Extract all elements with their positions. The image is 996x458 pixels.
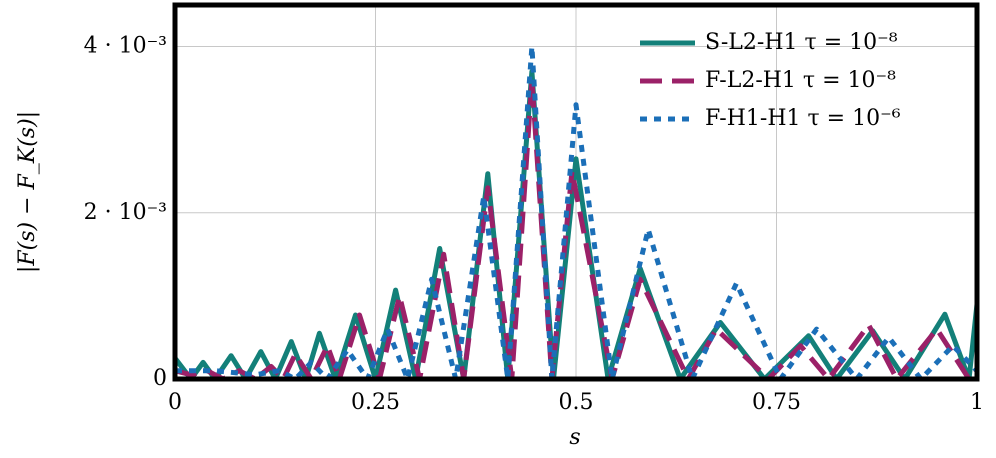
x-tick-label: 0.5 — [559, 390, 594, 415]
x-axis-label: s — [569, 425, 580, 450]
legend-label: S-L2-H1 τ = 10⁻⁸ — [705, 30, 898, 55]
plot-frame — [172, 2, 980, 382]
x-tick-label: 0.75 — [752, 390, 801, 415]
y-tick-label: 0 — [153, 366, 167, 391]
x-tick-label: 0.25 — [351, 390, 400, 415]
x-tick-label: 0 — [168, 390, 182, 415]
y-tick-label: 2 · 10⁻³ — [84, 200, 167, 225]
legend-label: F-L2-H1 τ = 10⁻⁸ — [705, 68, 896, 93]
y-tick-label: 4 · 10⁻³ — [84, 34, 167, 59]
y-axis-label: |F(s) − F_K(s)| — [15, 111, 40, 273]
legend-label: F-H1-H1 τ = 10⁻⁶ — [705, 106, 901, 131]
x-tick-label: 1 — [970, 390, 984, 415]
